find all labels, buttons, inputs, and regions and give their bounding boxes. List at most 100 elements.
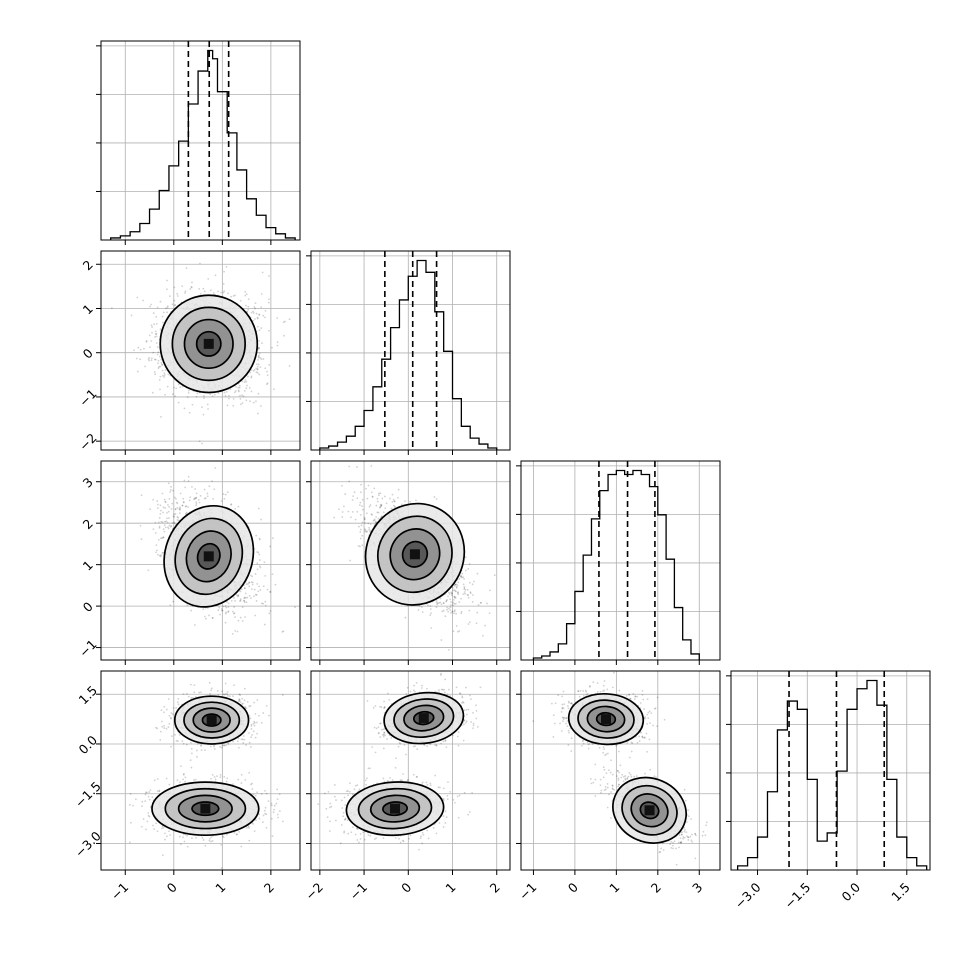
sample-point xyxy=(166,311,169,314)
sample-point xyxy=(199,494,202,497)
sample-point xyxy=(212,497,215,500)
sample-point xyxy=(217,290,220,293)
sample-point xyxy=(207,408,209,410)
sample-point xyxy=(208,614,210,617)
sample-point xyxy=(266,374,269,377)
sample-point xyxy=(156,503,159,506)
sample-point xyxy=(233,612,236,614)
sample-point xyxy=(463,578,466,580)
sample-point xyxy=(167,373,170,376)
sample-point xyxy=(185,505,188,507)
sample-point xyxy=(155,335,158,338)
sample-point xyxy=(167,526,169,529)
sample-point xyxy=(243,587,246,589)
histogram-step-p2 xyxy=(532,469,700,660)
sample-point xyxy=(159,512,162,515)
panel-background xyxy=(101,41,300,240)
y-tick-label-p1: 2 xyxy=(80,257,96,273)
sample-point xyxy=(136,370,139,373)
sample-point xyxy=(162,506,165,509)
sample-point xyxy=(159,328,162,331)
sample-point xyxy=(194,488,196,490)
sample-point xyxy=(186,604,189,607)
sample-point xyxy=(271,573,274,576)
sample-point xyxy=(202,413,205,416)
sample-point xyxy=(239,394,241,397)
contour-line xyxy=(171,306,247,382)
sample-point xyxy=(139,358,142,361)
contour-line xyxy=(185,530,232,583)
sample-point xyxy=(159,375,162,378)
sample-point xyxy=(248,585,251,588)
sample-point xyxy=(246,384,248,387)
sample-point xyxy=(256,368,259,371)
sample-point xyxy=(233,391,236,394)
sample-point xyxy=(442,609,445,612)
sample-point xyxy=(452,630,455,633)
sample-point xyxy=(249,400,251,403)
sample-point xyxy=(237,389,240,392)
sample-point xyxy=(357,544,360,547)
sample-point xyxy=(254,318,256,320)
panel-background xyxy=(521,461,720,660)
sample-point xyxy=(272,537,274,540)
sample-point xyxy=(155,315,158,318)
sample-point xyxy=(241,606,244,609)
sample-point xyxy=(185,267,188,270)
sample-point xyxy=(374,520,377,523)
sample-point xyxy=(174,513,177,515)
sample-point xyxy=(368,526,370,529)
sample-point xyxy=(154,373,157,376)
hist-panel-1 xyxy=(306,250,511,455)
sample-point xyxy=(361,498,364,501)
sample-point xyxy=(377,492,380,495)
sample-point xyxy=(393,500,396,503)
sample-point xyxy=(294,606,296,609)
sample-point xyxy=(157,553,159,556)
sample-point xyxy=(226,601,229,603)
y-tick-label-p1: 0 xyxy=(80,345,96,361)
sample-point xyxy=(341,516,344,518)
sample-point xyxy=(264,574,267,577)
sample-point xyxy=(245,583,248,586)
sample-point xyxy=(245,399,248,402)
sample-point xyxy=(464,556,467,559)
sample-point xyxy=(195,492,198,495)
sample-point xyxy=(276,341,279,344)
sample-point xyxy=(169,295,171,298)
sample-point xyxy=(457,581,460,584)
sample-point xyxy=(253,306,256,308)
sample-point xyxy=(224,621,227,624)
sample-point xyxy=(250,581,253,584)
sample-point xyxy=(252,370,255,372)
sample-point xyxy=(258,585,260,588)
sample-point xyxy=(464,569,467,572)
sample-point xyxy=(186,396,189,399)
sample-point xyxy=(173,521,175,524)
sample-point xyxy=(204,497,207,500)
sample-point xyxy=(237,619,240,622)
sample-point xyxy=(159,504,162,507)
sample-point xyxy=(196,392,199,395)
sample-point xyxy=(230,599,233,602)
sample-point xyxy=(248,594,251,597)
sample-point xyxy=(451,610,454,613)
sample-point xyxy=(198,501,201,504)
sample-point xyxy=(166,517,168,520)
sample-point xyxy=(176,295,179,297)
sample-point xyxy=(282,630,285,633)
sample-point xyxy=(158,554,161,557)
sample-point xyxy=(160,537,162,540)
sample-point xyxy=(271,346,273,349)
sample-point xyxy=(249,574,252,577)
sample-point xyxy=(150,324,153,327)
sample-point xyxy=(177,383,180,386)
sample-point xyxy=(239,299,242,302)
sample-point xyxy=(151,326,153,328)
sample-point xyxy=(429,608,432,610)
sample-point xyxy=(191,281,193,284)
sample-point xyxy=(161,315,164,318)
sample-point xyxy=(162,528,165,531)
sample-point xyxy=(356,497,359,500)
sample-point xyxy=(178,509,181,511)
